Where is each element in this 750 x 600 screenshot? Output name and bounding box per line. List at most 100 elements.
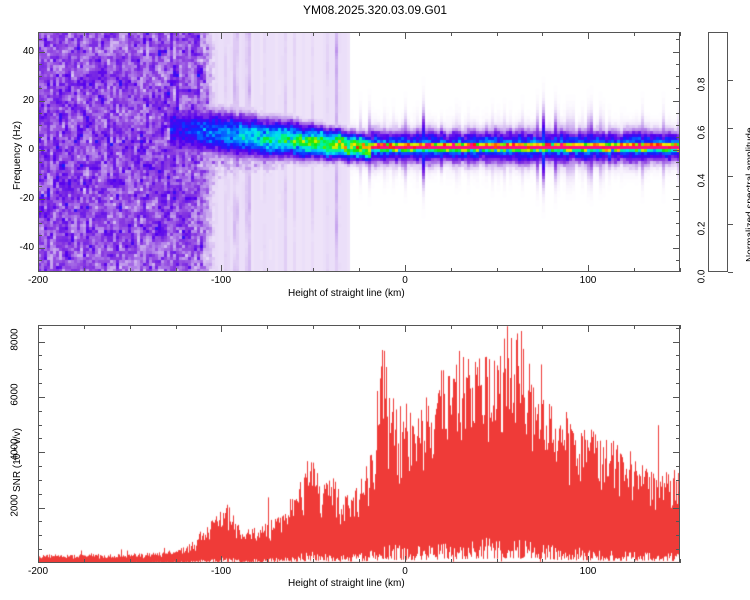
spectrogram-yticklabel: 40: [22, 46, 34, 57]
snr-ytick-minor-right: [676, 494, 680, 495]
spectrogram-ytick-minor: [38, 88, 42, 89]
snr-yticklabel: 6000: [9, 383, 21, 406]
spectrogram-xtick-minor-top: [176, 32, 177, 36]
snr-xticklabel: 0: [402, 566, 408, 577]
spectrogram-xaxis-label: Height of straight line (km): [288, 288, 405, 299]
spectrogram-xtick-minor-top: [313, 32, 314, 36]
snr-ytick-minor-right: [676, 425, 680, 426]
snr-ytick-right: [673, 397, 680, 398]
spectrogram-xtick-minor-top: [634, 32, 635, 36]
snr-yticklabel: 2000: [9, 494, 21, 517]
snr-xtick-minor: [497, 559, 498, 563]
snr-xaxis-label: Height of straight line (km): [288, 578, 405, 589]
spectrogram-xtick-minor-top: [130, 32, 131, 36]
snr-ytick-minor: [38, 355, 42, 356]
spectrogram-xtick-minor: [680, 268, 681, 272]
snr-xtick: [588, 556, 589, 563]
spectrogram-xtick-top: [588, 32, 589, 39]
snr-ytick-minor-right: [676, 383, 680, 384]
snr-xtick-minor: [84, 559, 85, 563]
colorbar: [708, 32, 728, 272]
snr-ytick-right: [673, 342, 680, 343]
colorbar-ticklabel: 0.8: [696, 77, 708, 92]
snr-xtick-minor-top: [680, 325, 681, 329]
spectrogram-ytick-right: [673, 52, 680, 53]
spectrogram-xtick-minor-top: [542, 32, 543, 36]
spectrogram-ytick: [38, 101, 45, 102]
snr-xtick-minor: [634, 559, 635, 563]
spectrogram-xtick-minor: [130, 268, 131, 272]
snr-xtick-minor-top: [497, 325, 498, 329]
spectrogram-ytick-right: [673, 248, 680, 249]
snr-plot-area: [38, 325, 680, 563]
spectrogram-ytick-minor: [38, 174, 42, 175]
spectrogram-ytick-minor-right: [676, 235, 680, 236]
snr-ytick-minor-right: [676, 549, 680, 550]
snr-xtick-minor-top: [359, 325, 360, 329]
spectrogram-xticklabel: 100: [579, 275, 597, 286]
snr-ytick-right: [673, 452, 680, 453]
snr-xticklabel: -100: [210, 566, 231, 577]
spectrogram-xtick-minor-top: [497, 32, 498, 36]
spectrogram-xtick-minor: [451, 268, 452, 272]
colorbar-ticklabel: 0.2: [696, 221, 708, 236]
snr-xtick: [38, 556, 39, 563]
spectrogram-yaxis-label: Frequency (Hz): [12, 121, 23, 190]
snr-panel: [38, 325, 681, 563]
snr-xtick-minor-top: [267, 325, 268, 329]
snr-xtick-minor-top: [634, 325, 635, 329]
spectrogram-xtick-minor: [313, 268, 314, 272]
spectrogram-ytick-minor-right: [676, 137, 680, 138]
spectrogram-ytick-minor-right: [676, 88, 680, 89]
snr-xtick-top: [405, 325, 406, 332]
spectrogram-ytick-minor: [38, 211, 42, 212]
snr-ytick-minor-right: [676, 466, 680, 467]
snr-xtick-minor: [542, 559, 543, 563]
snr-xtick-minor: [451, 559, 452, 563]
spectrogram-ytick: [38, 199, 45, 200]
snr-ytick-minor-right: [676, 328, 680, 329]
spectrogram-xtick-top: [221, 32, 222, 39]
snr-yticklabel: 8000: [9, 328, 21, 351]
spectrogram-ytick-minor: [38, 76, 42, 77]
spectrogram-ytick-minor-right: [676, 211, 680, 212]
spectrogram-yticklabel: 0: [28, 144, 34, 155]
colorbar-tick: [728, 272, 733, 273]
snr-xtick-top: [588, 325, 589, 332]
snr-ytick-minor: [38, 549, 42, 550]
spectrogram-plot-area: [38, 32, 680, 272]
spectrogram-yticklabel: -40: [19, 242, 34, 253]
spectrogram-xtick: [588, 265, 589, 272]
spectrogram-xtick-minor-top: [359, 32, 360, 36]
spectrogram-xticklabel: 0: [402, 275, 408, 286]
colorbar-tick: [728, 224, 733, 225]
spectrogram-ytick-minor-right: [676, 76, 680, 77]
snr-ytick-minor-right: [676, 411, 680, 412]
spectrogram-xtick-minor: [267, 268, 268, 272]
snr-ytick-minor: [38, 425, 42, 426]
spectrogram-ytick-minor-right: [676, 223, 680, 224]
colorbar-tick: [728, 128, 733, 129]
figure-title: YM08.2025.320.03.09.G01: [302, 3, 448, 17]
snr-ytick-minor-right: [676, 521, 680, 522]
snr-ytick-minor: [38, 466, 42, 467]
spectrogram-ytick-minor-right: [676, 39, 680, 40]
spectrogram-ytick-minor: [38, 235, 42, 236]
spectrogram-ytick-minor: [38, 64, 42, 65]
snr-ytick-minor: [38, 328, 42, 329]
snr-xtick-minor: [680, 559, 681, 563]
spectrogram-yticklabel: -20: [19, 193, 34, 204]
spectrogram-xtick-minor-top: [267, 32, 268, 36]
spectrogram-xtick-minor: [634, 268, 635, 272]
snr-ytick-right: [673, 508, 680, 509]
spectrogram-ytick-minor: [38, 223, 42, 224]
snr-xtick-minor-top: [176, 325, 177, 329]
snr-ytick-minor-right: [676, 369, 680, 370]
snr-ytick: [38, 342, 45, 343]
snr-ytick-minor-right: [676, 438, 680, 439]
spectrogram-ytick-right: [673, 199, 680, 200]
spectrogram-xtick-minor: [542, 268, 543, 272]
spectrogram-xtick-minor-top: [451, 32, 452, 36]
spectrogram-ytick: [38, 248, 45, 249]
